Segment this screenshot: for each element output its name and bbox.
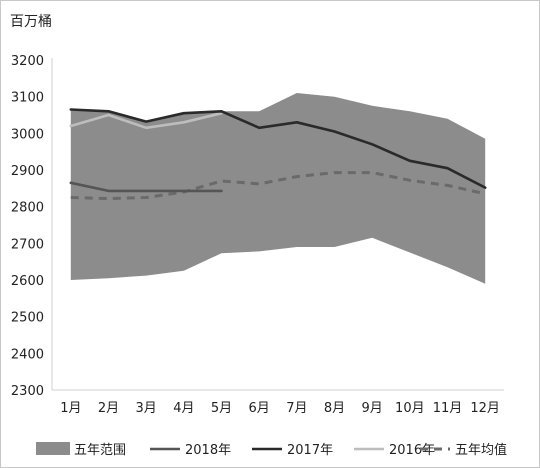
x-tick-label: 1月 [60, 401, 81, 416]
series-line-2 [69, 111, 223, 130]
legend: 五年范围 2018年 2017年 2016年 五年均值 [36, 442, 507, 458]
legend-label-range: 五年范围 [74, 443, 126, 458]
legend-label-1: 2017年 [287, 443, 333, 458]
y-tick-label: 3200 [11, 54, 44, 69]
x-tick-label: 4月 [173, 401, 194, 416]
y-tick-label: 2500 [11, 311, 44, 326]
y-tick-label: 2900 [11, 164, 44, 179]
x-tick-label: 12月 [470, 401, 500, 416]
range-band-area [70, 93, 486, 284]
y-tick-labels: 2300 2400 2500 2600 2700 2800 2900 3000 3100 3200 [11, 54, 44, 399]
x-tick-label: 9月 [362, 401, 383, 416]
legend-swatch-range [36, 442, 70, 455]
legend-label-0: 2018年 [185, 443, 231, 458]
series-line-0 [69, 181, 223, 193]
x-tick-label: 7月 [286, 401, 307, 416]
x-tick-labels: 1月 2月 3月 4月 5月 6月 7月 8月 9月 10月 11月 12月 [60, 401, 500, 416]
x-tick-label: 2月 [98, 401, 119, 416]
x-tick-label: 11月 [433, 401, 463, 416]
x-tick-label: 6月 [249, 401, 270, 416]
y-tick-label: 2600 [11, 274, 44, 289]
y-tick-label: 2700 [11, 237, 44, 252]
legend-label-3: 五年均值 [455, 442, 507, 458]
series-line-1 [69, 108, 487, 189]
x-tick-label: 5月 [211, 401, 232, 416]
y-tick-label: 2400 [11, 347, 44, 362]
legend-label-2: 2016年 [389, 443, 435, 458]
five-year-range-band [70, 93, 486, 284]
x-tick-label: 10月 [395, 401, 425, 416]
x-tick-label: 3月 [136, 401, 157, 416]
y-unit-label: 百万桶 [10, 14, 52, 30]
x-tick-label: 8月 [324, 401, 345, 416]
y-tick-label: 2800 [11, 201, 44, 216]
series-lines [69, 108, 487, 201]
y-tick-label: 3100 [11, 91, 44, 106]
y-tick-label: 3000 [11, 127, 44, 142]
y-tick-label: 2300 [11, 384, 44, 399]
axes [51, 58, 504, 391]
